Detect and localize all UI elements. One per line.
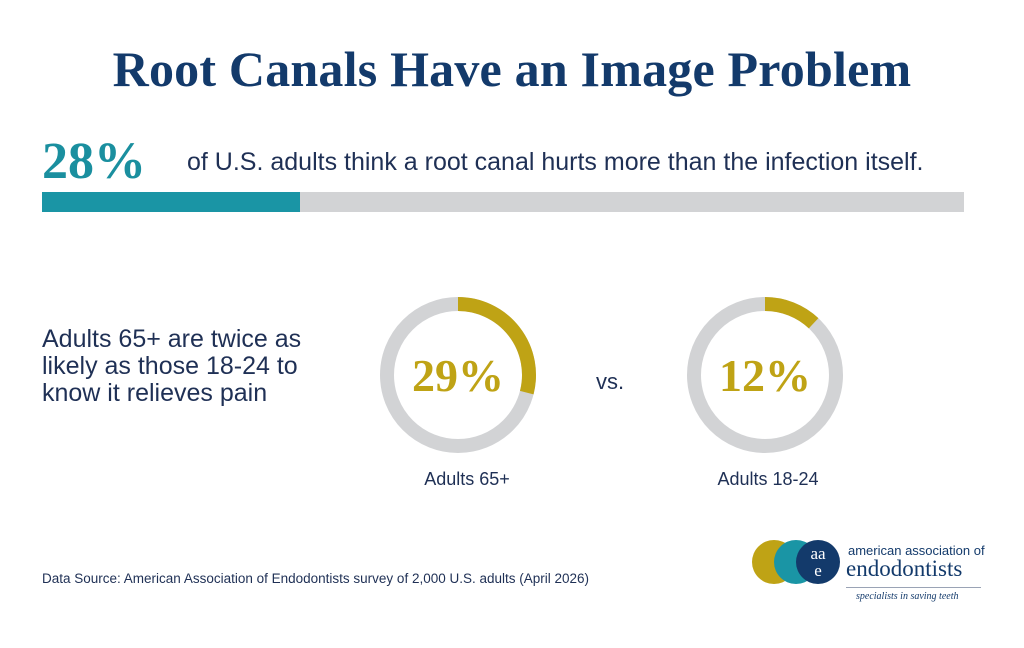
donut-18-24-svg [687, 297, 843, 453]
aae-monogram-top: aa [810, 544, 826, 563]
donut-65-arc [457, 297, 536, 395]
donut-18-24-value: 12% [719, 349, 811, 401]
aae-monogram-bottom: e [814, 561, 822, 580]
aae-logo-mark-icon: aa e [752, 540, 840, 584]
page-title: Root Canals Have an Image Problem [112, 41, 912, 97]
donut-adults-18-24: 12% [680, 290, 850, 460]
donut-65-svg [380, 297, 536, 453]
logo-divider [846, 587, 981, 588]
logo-line1: american association of [848, 543, 985, 558]
logo-tagline: specialists in saving teeth [856, 591, 959, 602]
logo-line2: endodontists [846, 556, 963, 581]
aae-logo: aa e american association of endodontist… [752, 536, 992, 616]
data-source-note: Data Source: American Association of End… [42, 571, 590, 586]
donut-adults-65: 29% [373, 290, 543, 460]
headline-progress-track [42, 192, 964, 212]
headline-percent: 28% [42, 133, 146, 190]
vs-label: vs. [596, 369, 625, 394]
donut-18-24-caption: Adults 18-24 [717, 469, 819, 489]
headline-stat: 28% of U.S. adults think a root canal hu… [42, 132, 982, 192]
donut-18-24-arc [764, 297, 819, 329]
headline-text: of U.S. adults think a root canal hurts … [187, 148, 924, 176]
headline-progress-fill [42, 192, 301, 212]
donut-65-value: 29% [412, 349, 504, 401]
donut-65-caption: Adults 65+ [424, 469, 510, 489]
comparison-text: Adults 65+ are twice as likely as those … [42, 325, 302, 407]
